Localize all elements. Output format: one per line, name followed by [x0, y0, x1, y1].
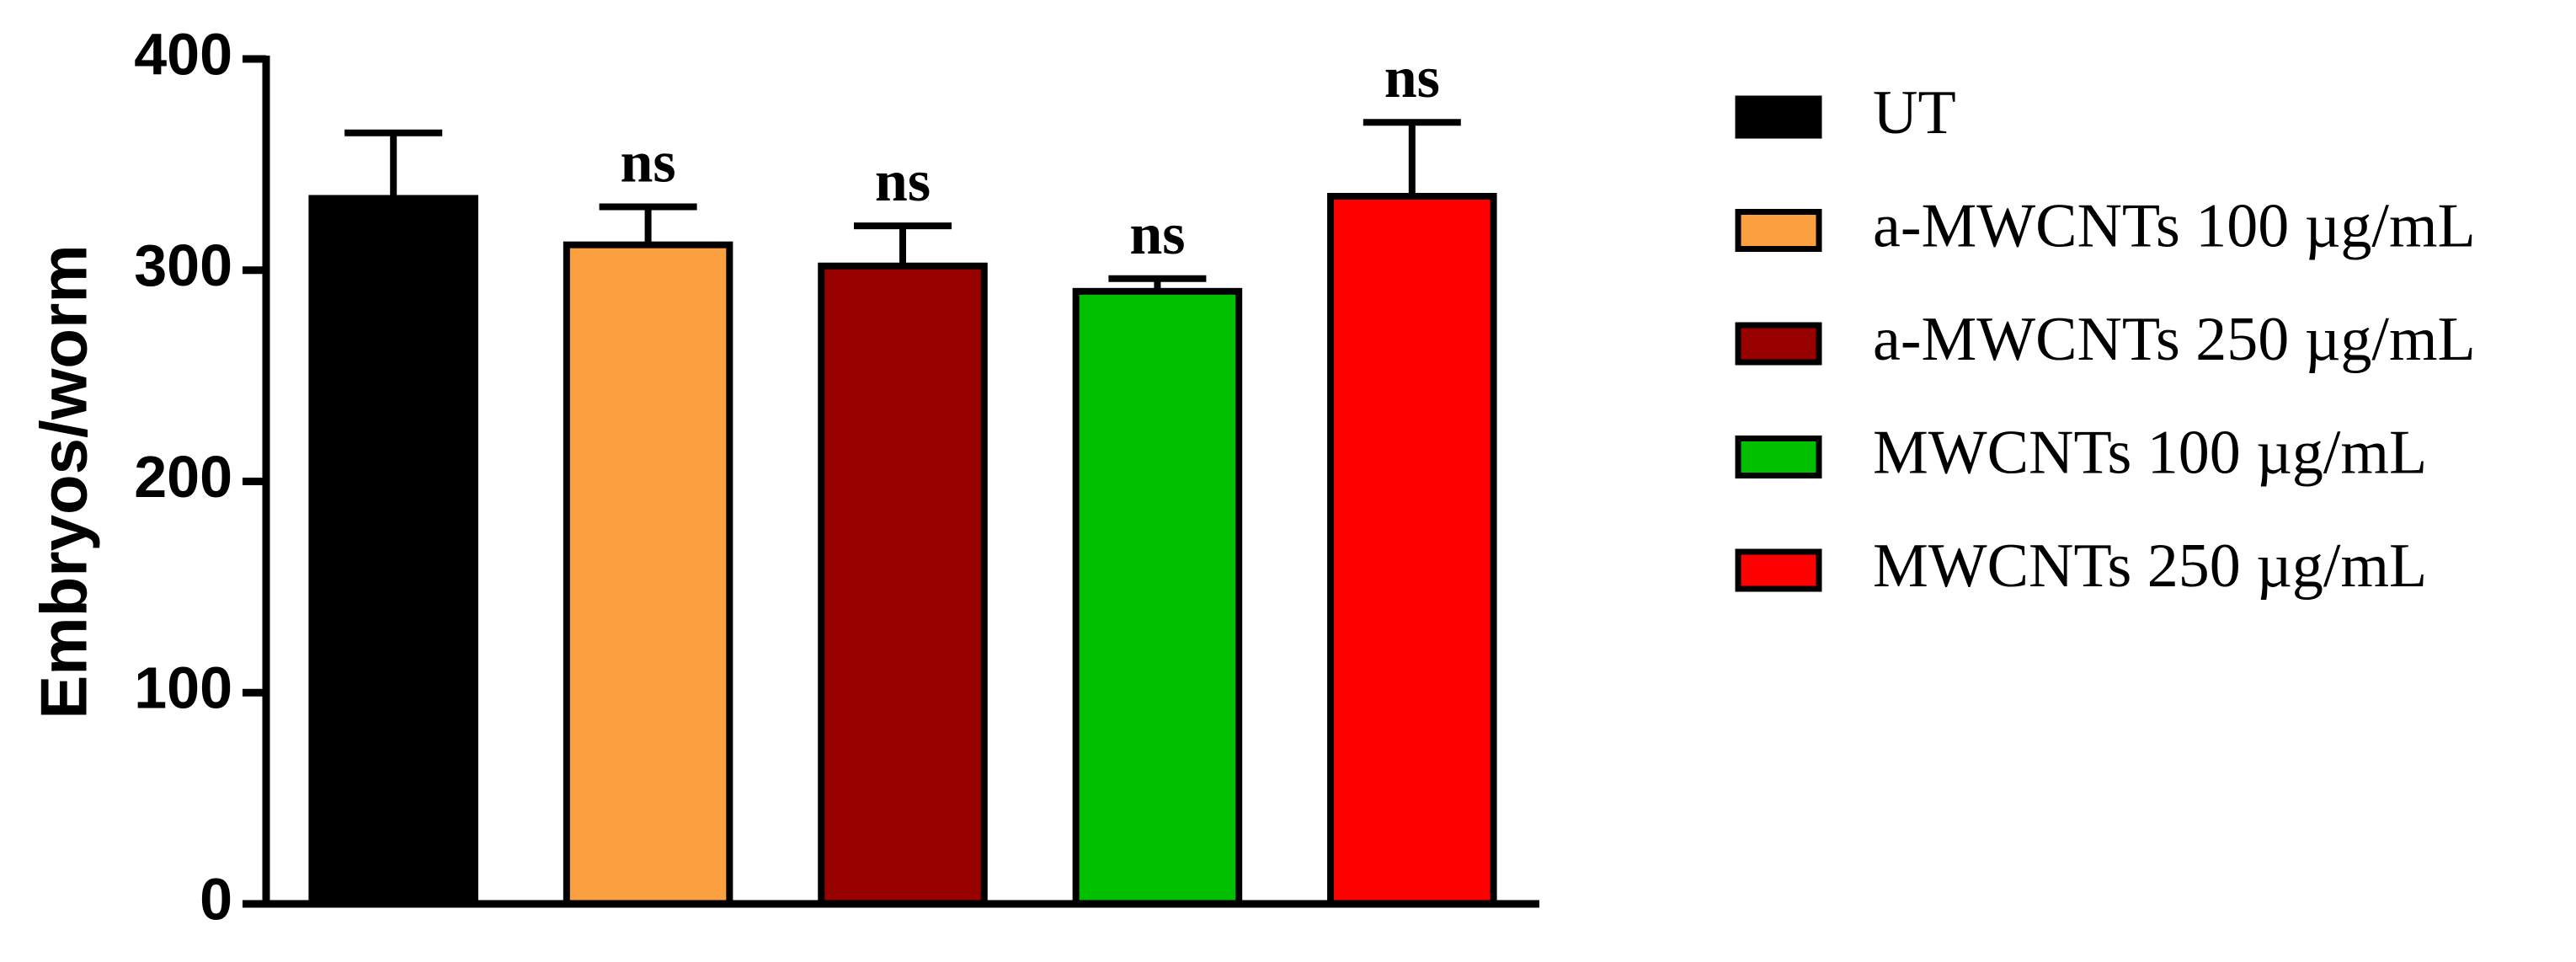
- significance-label: ns: [1129, 202, 1185, 267]
- legend-label: a-MWCNTs 250 µg/mL: [1873, 305, 2476, 374]
- significance-label: ns: [621, 131, 676, 195]
- y-tick-label: 300: [134, 232, 232, 298]
- y-tick-label: 400: [134, 21, 232, 87]
- legend-label: a-MWCNTs 100 µg/mL: [1873, 191, 2476, 260]
- legend-swatch: [1735, 548, 1822, 592]
- legend-swatch: [1735, 436, 1822, 478]
- bar: [563, 241, 733, 908]
- bar: [1072, 287, 1243, 907]
- y-axis-title: Embryos/worm: [27, 244, 101, 719]
- legend-swatch: [1735, 322, 1822, 366]
- legend-label: UT: [1873, 78, 1956, 147]
- legend-swatch: [1735, 95, 1822, 139]
- bar: [308, 195, 478, 907]
- y-tick-label: 200: [134, 444, 232, 510]
- legend-swatch: [1735, 209, 1822, 252]
- y-tick-label: 0: [200, 866, 232, 932]
- legend-label: MWCNTs 100 µg/mL: [1873, 418, 2427, 487]
- bar: [1327, 192, 1497, 908]
- significance-label: ns: [875, 149, 931, 214]
- legend-label: MWCNTs 250 µg/mL: [1873, 532, 2427, 601]
- y-tick-label: 100: [134, 655, 232, 721]
- bar: [818, 262, 988, 907]
- significance-label: ns: [1384, 45, 1440, 110]
